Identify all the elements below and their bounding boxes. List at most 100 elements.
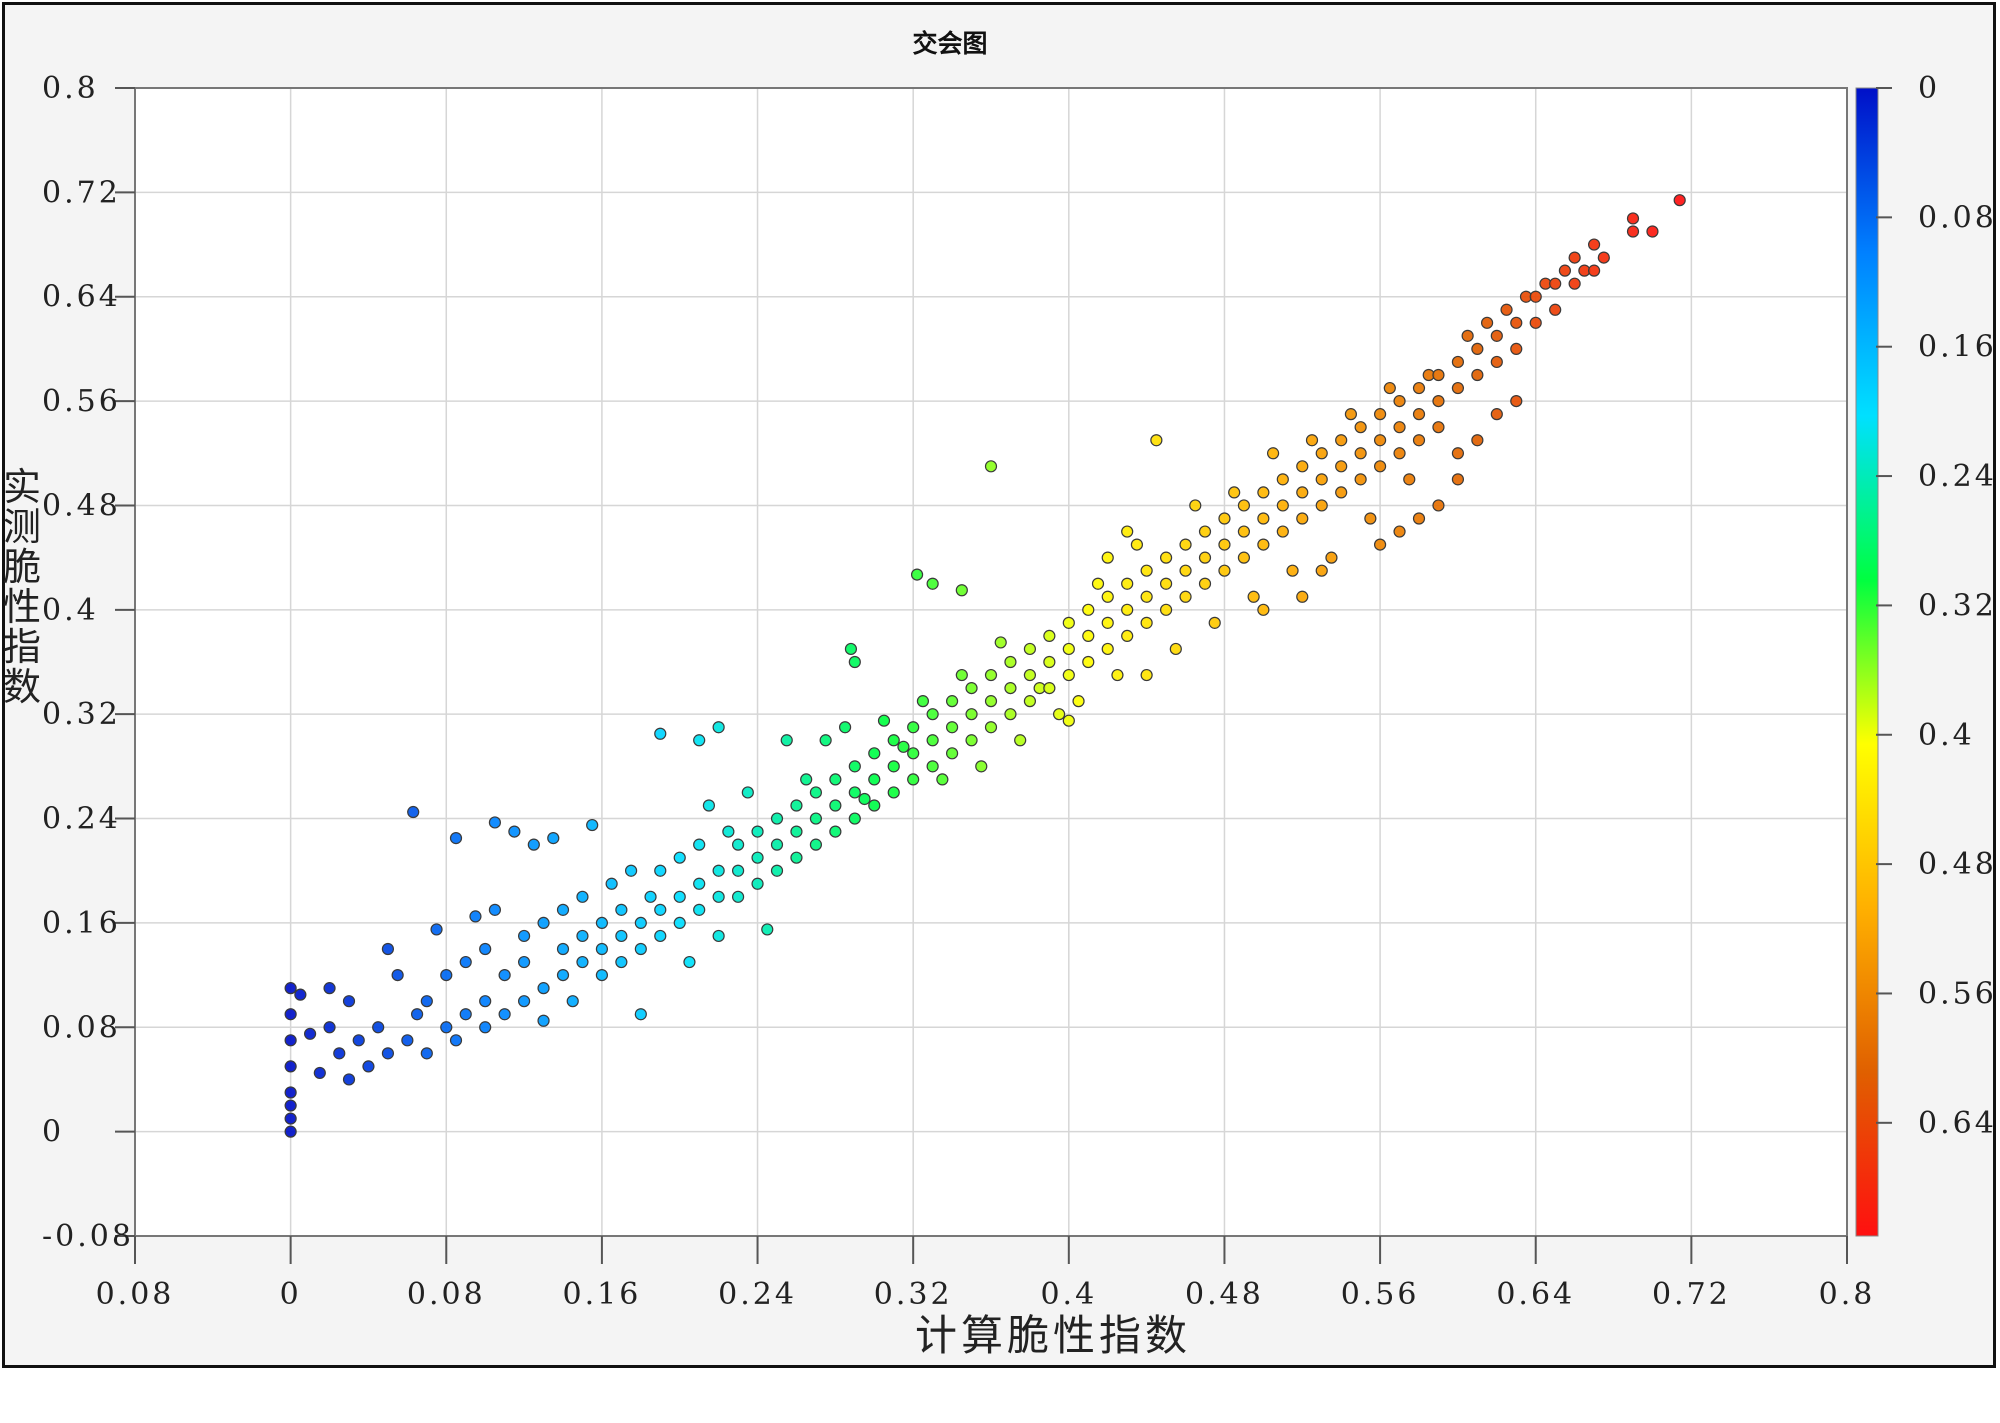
data-point <box>702 799 716 812</box>
data-point <box>1412 434 1426 447</box>
colorbar-tick-label: 0.08 <box>1918 200 1997 235</box>
data-point <box>1490 408 1503 421</box>
x-tick-label: 0.08 <box>96 1277 175 1312</box>
data-point <box>984 668 998 682</box>
x-tick-label: 0.8 <box>1819 1277 1876 1312</box>
data-point <box>1325 551 1338 564</box>
data-point <box>984 721 998 734</box>
data-point <box>955 668 968 682</box>
data-point <box>449 832 463 845</box>
data-point <box>634 916 647 930</box>
data-point <box>897 740 910 753</box>
x-tick-label: 0.72 <box>1652 1277 1731 1312</box>
data-point <box>1673 194 1686 207</box>
x-tick-label: 0.56 <box>1341 1277 1420 1312</box>
data-point <box>1121 525 1134 538</box>
data-point <box>508 825 521 838</box>
data-point <box>440 968 453 982</box>
data-point <box>342 995 356 1008</box>
data-point <box>1451 381 1465 395</box>
data-point <box>712 929 725 943</box>
data-point <box>479 1021 492 1034</box>
data-point <box>469 910 482 923</box>
data-point <box>517 929 531 943</box>
data-point <box>848 760 861 773</box>
data-point <box>362 1060 375 1073</box>
data-point <box>1276 473 1289 486</box>
x-tick-label: 0.48 <box>1185 1277 1264 1312</box>
data-point <box>342 1073 356 1086</box>
data-point <box>790 799 803 812</box>
data-point <box>1218 512 1231 525</box>
data-point <box>1354 473 1367 486</box>
data-point <box>634 942 647 956</box>
data-point <box>284 1034 297 1047</box>
data-point <box>1023 668 1037 682</box>
data-point <box>1646 225 1659 238</box>
y-tick-label: 0.72 <box>42 175 121 210</box>
data-point <box>1198 577 1212 590</box>
data-point <box>693 838 706 851</box>
data-point <box>1247 590 1260 603</box>
data-point <box>790 825 803 838</box>
data-point <box>1315 473 1328 486</box>
data-point <box>770 812 784 825</box>
data-point <box>1228 486 1241 499</box>
data-point <box>1344 408 1358 421</box>
data-point <box>537 982 550 995</box>
data-point <box>1043 629 1056 643</box>
data-point <box>624 864 638 877</box>
data-point <box>1432 499 1445 512</box>
data-point <box>926 577 939 590</box>
data-point <box>407 805 420 819</box>
data-point <box>693 877 706 890</box>
data-point <box>576 955 589 969</box>
y-tick-label: 0.24 <box>42 802 121 837</box>
data-point <box>887 760 900 773</box>
data-point <box>517 995 531 1008</box>
data-point <box>605 877 618 890</box>
data-point <box>1257 486 1270 499</box>
data-point <box>479 995 492 1008</box>
data-point <box>741 786 754 799</box>
data-point <box>1101 590 1114 603</box>
data-point <box>1043 655 1056 669</box>
data-point <box>858 792 871 806</box>
data-point <box>1159 577 1173 590</box>
data-point <box>303 1027 317 1040</box>
data-point <box>1529 316 1542 329</box>
data-point <box>1451 355 1465 369</box>
data-point <box>868 773 881 786</box>
data-point <box>586 818 599 832</box>
data-point <box>1237 551 1251 564</box>
data-point <box>1354 447 1367 460</box>
data-point <box>829 773 842 786</box>
data-point <box>654 727 667 740</box>
data-point <box>1383 381 1396 395</box>
data-point <box>887 734 900 747</box>
data-point <box>955 584 968 597</box>
data-point <box>576 890 589 903</box>
data-point <box>965 681 978 695</box>
data-point <box>1159 603 1173 616</box>
data-point <box>1004 708 1017 721</box>
data-point <box>1101 642 1114 656</box>
data-point <box>1257 512 1270 525</box>
data-point <box>1597 251 1610 264</box>
data-point <box>537 1014 550 1027</box>
data-point <box>517 955 531 969</box>
data-point <box>1121 629 1134 643</box>
data-point <box>498 1008 511 1021</box>
data-point <box>1257 538 1270 551</box>
data-point <box>809 812 823 825</box>
data-point <box>527 838 540 851</box>
colorbar-tick-label: 0.48 <box>1918 847 1997 882</box>
data-point <box>1257 603 1270 616</box>
data-point <box>907 773 920 786</box>
data-point <box>848 655 861 669</box>
data-point <box>848 812 861 825</box>
data-point <box>1130 538 1144 551</box>
data-point <box>1140 564 1153 577</box>
data-point <box>844 642 858 656</box>
data-point <box>1500 303 1513 316</box>
